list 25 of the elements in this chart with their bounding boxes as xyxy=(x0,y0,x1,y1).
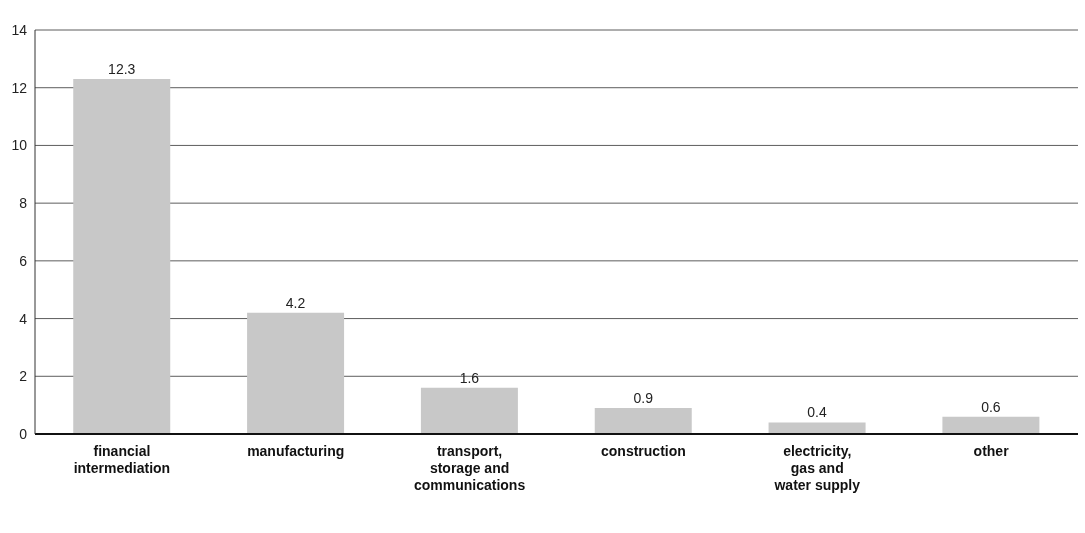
y-tick-label: 2 xyxy=(19,368,28,385)
bar xyxy=(247,312,345,434)
bar xyxy=(768,422,866,434)
x-tick-label: electricity, gas and water supply xyxy=(773,443,861,493)
x-tick-label: other xyxy=(973,443,1010,459)
y-tick-label: 14 xyxy=(11,21,28,38)
x-tick-label: manufacturing xyxy=(247,443,345,459)
data-label: 0.4 xyxy=(807,404,828,421)
x-tick-label: financial intermediation xyxy=(73,443,171,476)
y-tick-label: 4 xyxy=(19,310,28,327)
bar xyxy=(594,408,692,434)
bar xyxy=(73,79,171,434)
y-tick-label: 8 xyxy=(19,195,28,212)
data-label: 12.3 xyxy=(108,61,136,78)
bar xyxy=(942,416,1040,434)
y-tick-label: 10 xyxy=(11,137,28,154)
x-tick-label: transport, storage and communications xyxy=(413,443,526,493)
data-label: 0.9 xyxy=(633,390,654,407)
bar xyxy=(420,387,518,434)
x-tick-label: construction xyxy=(601,443,686,459)
data-label: 0.6 xyxy=(981,398,1001,415)
y-tick-label: 0 xyxy=(19,425,28,442)
y-tick-label: 6 xyxy=(19,252,28,269)
y-tick-label: 12 xyxy=(11,79,28,96)
data-label: 4.2 xyxy=(285,294,306,311)
